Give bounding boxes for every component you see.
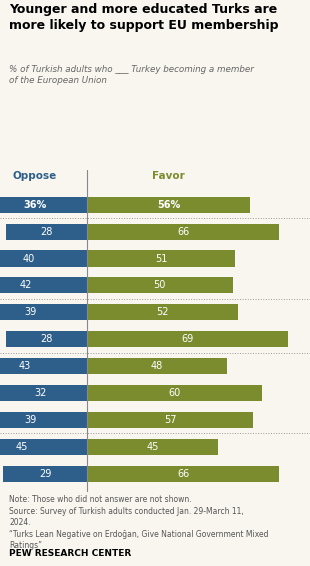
Text: 45: 45 [16,441,28,452]
Text: 48: 48 [151,361,163,371]
Text: 42: 42 [20,280,32,290]
Text: 43: 43 [19,361,31,371]
Bar [0,277,87,293]
Bar [3,465,87,482]
Text: 51: 51 [155,254,167,264]
Text: Favor: Favor [152,170,185,181]
Text: Younger and more educated Turks are
more likely to support EU membership: Younger and more educated Turks are more… [9,3,279,32]
Text: 66: 66 [177,226,189,237]
Text: 60: 60 [168,388,180,398]
Bar [87,250,235,267]
Bar [87,465,279,482]
Bar [0,305,87,320]
Text: 45: 45 [146,441,159,452]
Bar [87,358,227,374]
Bar [0,439,87,455]
Text: 66: 66 [177,469,189,479]
Bar [87,412,253,428]
Text: 36%: 36% [23,200,46,210]
Text: % of Turkish adults who ___ Turkey becoming a member
of the European Union: % of Turkish adults who ___ Turkey becom… [9,65,254,85]
Bar [0,385,87,401]
Text: 56%: 56% [157,200,180,210]
Text: 29: 29 [39,469,51,479]
Bar [87,385,262,401]
Text: 32: 32 [34,388,47,398]
Text: Note: Those who did not answer are not shown.
Source: Survey of Turkish adults c: Note: Those who did not answer are not s… [9,495,269,550]
Text: PEW RESEARCH CENTER: PEW RESEARCH CENTER [9,548,131,558]
Bar [87,331,288,348]
Text: Oppose: Oppose [13,170,57,181]
Bar [6,331,87,348]
Bar [0,412,87,428]
Bar [87,224,279,240]
Bar [87,277,232,293]
Text: 40: 40 [23,254,35,264]
Text: 57: 57 [164,415,176,425]
Bar [0,197,87,213]
Bar [87,197,250,213]
Text: 39: 39 [24,415,37,425]
Bar [0,358,87,374]
Bar [0,250,87,267]
Text: 28: 28 [40,334,53,344]
Bar [87,305,238,320]
Text: 52: 52 [157,307,169,318]
Bar [6,224,87,240]
Text: 69: 69 [181,334,193,344]
Bar [87,439,218,455]
Text: 28: 28 [40,226,53,237]
Text: 50: 50 [154,280,166,290]
Text: 39: 39 [24,307,37,318]
